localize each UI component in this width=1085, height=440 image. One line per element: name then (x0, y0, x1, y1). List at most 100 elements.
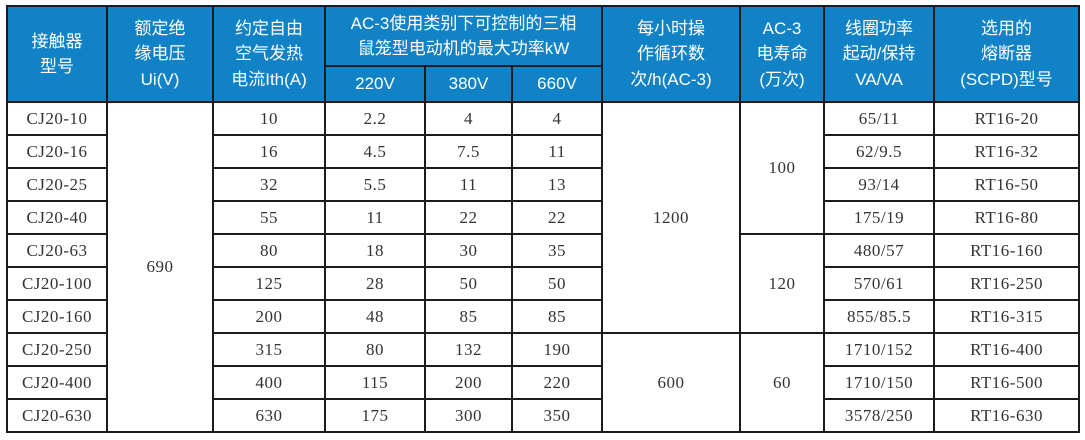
cell-kw220: 28 (324, 266, 426, 301)
cell-kw660: 220 (510, 365, 604, 400)
header-model: 接触器 型号 (6, 5, 108, 103)
cell-fuse: RT16-50 (933, 167, 1081, 202)
cell-kw660: 50 (510, 266, 604, 301)
cell-model: CJ20-25 (6, 167, 108, 202)
table-row: CJ20-63 80 18 30 35 120 480/57 RT16-160 (6, 233, 1081, 334)
contactor-spec-table: 接触器 型号 额定绝 缘电压 Ui(V) 约定自由 空气发热 电流Ith(A) … (6, 5, 1081, 433)
cell-ith: 55 (212, 200, 326, 235)
cell-fuse: RT16-630 (933, 398, 1081, 433)
table-row: CJ20-16 16 4.5 7.5 11 62/9.5 RT16-32 (6, 134, 1081, 169)
table-row: CJ20-25 32 5.5 11 13 93/14 RT16-50 (6, 167, 1081, 202)
header-row-sub: 220V 380V 660V (7, 65, 1079, 103)
cell-kw380: 4 (424, 101, 513, 136)
cell-model: CJ20-100 (6, 266, 108, 301)
cell-coil: 62/9.5 (823, 134, 936, 169)
cell-kw220: 2.2 (324, 101, 426, 136)
cell-kw380: 132 (424, 332, 513, 367)
cell-kw660: 190 (510, 332, 604, 367)
cell-life-merged-mid: 120 (739, 233, 826, 334)
cell-kw660: 4 (510, 101, 604, 136)
cell-model: CJ20-40 (6, 200, 108, 235)
cell-kw380: 22 (424, 200, 513, 235)
cell-kw380: 50 (424, 266, 513, 301)
cell-coil: 1710/150 (823, 365, 936, 400)
table-row: CJ20-100 125 28 50 50 570/61 RT16-250 (6, 266, 1081, 301)
cell-model: CJ20-630 (6, 398, 108, 433)
cell-model: CJ20-250 (6, 332, 108, 367)
header-kw-220v: 220V (324, 65, 426, 103)
cell-kw220: 18 (324, 233, 426, 268)
cell-coil: 1710/152 (823, 332, 936, 367)
header-electrical-life: AC-3 电寿命 (万次) (739, 5, 826, 103)
cell-kw220: 115 (324, 365, 426, 400)
cell-coil: 570/61 (823, 266, 936, 301)
cell-coil: 3578/250 (823, 398, 936, 433)
cell-kw220: 48 (324, 299, 426, 334)
cell-model: CJ20-160 (6, 299, 108, 334)
cell-fuse: RT16-160 (933, 233, 1081, 268)
cell-ith: 32 (212, 167, 326, 202)
table-row: CJ20-10 690 10 2.2 4 4 1200 100 65/11 RT… (6, 101, 1081, 433)
cell-coil: 175/19 (823, 200, 936, 235)
cell-coil: 93/14 (823, 167, 936, 202)
cell-kw380: 200 (424, 365, 513, 400)
cell-kw380: 30 (424, 233, 513, 268)
table-row: CJ20-250 315 80 132 190 600 60 1710/152 … (6, 332, 1081, 433)
cell-model: CJ20-400 (6, 365, 108, 400)
cell-insulation-voltage-merged: 690 (106, 101, 214, 433)
cell-coil: 65/11 (823, 101, 936, 136)
table-row: CJ20-400 400 115 200 220 1710/150 RT16-5… (6, 365, 1081, 400)
cell-fuse: RT16-315 (933, 299, 1081, 334)
cell-kw660: 85 (510, 299, 604, 334)
cell-ith: 125 (212, 266, 326, 301)
cell-kw380: 7.5 (424, 134, 513, 169)
header-insulation-voltage: 额定绝 缘电压 Ui(V) (106, 5, 214, 103)
cell-life-merged-bottom: 60 (739, 332, 826, 433)
cell-life-merged-top: 100 (739, 101, 826, 235)
cell-kw220: 11 (324, 200, 426, 235)
cell-kw220: 4.5 (324, 134, 426, 169)
cell-kw220: 175 (324, 398, 426, 433)
table-row: CJ20-160 200 48 85 85 855/85.5 RT16-315 (6, 299, 1081, 334)
header-cycles: 每小时操 作循环数 次/h(AC-3) (601, 5, 742, 103)
cell-kw660: 350 (510, 398, 604, 433)
cell-kw220: 5.5 (324, 167, 426, 202)
cell-ith: 80 (212, 233, 326, 268)
header-fuse: 选用的 熔断器 (SCPD)型号 (933, 5, 1081, 103)
cell-coil: 855/85.5 (823, 299, 936, 334)
cell-fuse: RT16-20 (933, 101, 1081, 136)
cell-ith: 10 (212, 101, 326, 136)
cell-fuse: RT16-250 (933, 266, 1081, 301)
cell-fuse: RT16-80 (933, 200, 1081, 235)
header-thermal-current: 约定自由 空气发热 电流Ith(A) (212, 5, 326, 103)
header-row-top: 接触器 型号 额定绝 缘电压 Ui(V) 约定自由 空气发热 电流Ith(A) … (6, 5, 1081, 103)
header-kw-660v: 660V (510, 65, 604, 103)
cell-kw220: 80 (324, 332, 426, 367)
table-header: 接触器 型号 额定绝 缘电压 Ui(V) 约定自由 空气发热 电流Ith(A) … (6, 5, 1081, 103)
cell-model: CJ20-63 (6, 233, 108, 268)
table-row: CJ20-630 630 175 300 350 3578/250 RT16-6… (6, 398, 1081, 433)
table-row: CJ20-40 55 11 22 22 175/19 RT16-80 (6, 200, 1081, 235)
cell-kw380: 300 (424, 398, 513, 433)
cell-ith: 400 (212, 365, 326, 400)
cell-cycles-merged-bottom: 600 (601, 332, 742, 433)
header-coil-power: 线圈功率 起动/保持 VA/VA (823, 5, 936, 103)
header-kw-group: AC-3使用类别下可控制的三相 鼠笼型电动机的最大功率kW (323, 5, 604, 67)
cell-kw660: 11 (510, 134, 604, 169)
header-kw-380v: 380V (424, 65, 513, 103)
cell-ith: 16 (212, 134, 326, 169)
cell-kw660: 13 (510, 167, 604, 202)
cell-ith: 630 (212, 398, 326, 433)
cell-fuse: RT16-32 (933, 134, 1081, 169)
cell-model: CJ20-10 (6, 101, 108, 136)
table-body: CJ20-10 690 10 2.2 4 4 1200 100 65/11 RT… (6, 101, 1081, 433)
cell-coil: 480/57 (823, 233, 936, 268)
cell-cycles-merged-top: 1200 (601, 101, 742, 334)
cell-kw660: 22 (510, 200, 604, 235)
cell-kw380: 85 (424, 299, 513, 334)
cell-fuse: RT16-400 (933, 332, 1081, 367)
cell-kw380: 11 (424, 167, 513, 202)
cell-ith: 315 (212, 332, 326, 367)
cell-model: CJ20-16 (6, 134, 108, 169)
